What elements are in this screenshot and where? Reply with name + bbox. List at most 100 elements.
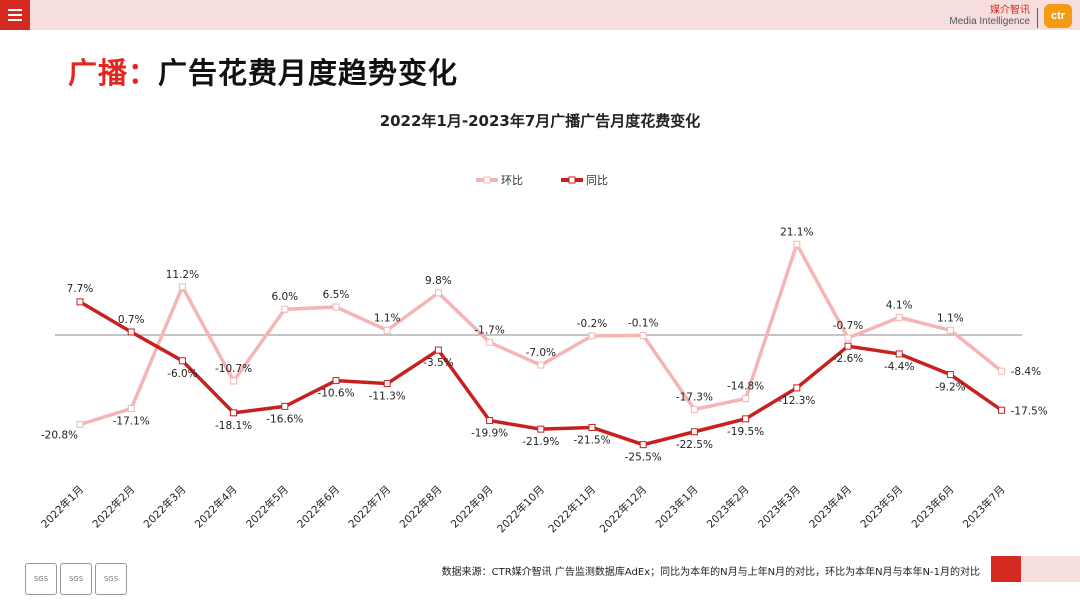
footer-pink-block [1021, 556, 1080, 582]
data-point [281, 305, 289, 313]
data-label: -14.8% [727, 381, 764, 393]
data-label: -3.5% [423, 357, 453, 369]
data-label: -4.4% [884, 361, 914, 373]
legend-label: 环比 [501, 174, 523, 187]
data-label: -19.9% [471, 428, 508, 440]
data-point [639, 441, 647, 449]
x-tick-label: 2023年4月 [806, 483, 854, 531]
data-point [76, 298, 84, 306]
x-tick-label: 2022年2月 [90, 483, 138, 531]
data-point [537, 361, 545, 369]
data-point [690, 428, 698, 436]
x-tick-label: 2022年4月 [192, 483, 240, 531]
legend-marker [483, 176, 491, 184]
source-note: 数据来源：CTR媒介智讯 广告监测数据库AdEx；同比为本年的N月与上年N月的对… [441, 567, 980, 578]
data-point [844, 342, 852, 350]
data-label: -19.5% [727, 426, 764, 438]
data-label: -7.0% [526, 347, 556, 359]
data-label: -11.3% [369, 391, 406, 403]
data-label: -2.6% [833, 353, 863, 365]
line-chart: 环比 同比 -20.8% 7.7% -17.1% 0.7% 11.2% -6.0% -10.7%… [38, 174, 1048, 535]
data-label: -25.5% [625, 452, 662, 464]
data-point [946, 326, 954, 334]
data-label: 6.5% [323, 289, 350, 301]
data-point [895, 313, 903, 321]
data-point [588, 332, 596, 340]
data-label: 0.7% [118, 314, 145, 326]
x-tick-label: 2022年12月 [597, 483, 649, 535]
menu-icon[interactable] [0, 0, 30, 30]
ctr-logo: ctr [1044, 4, 1072, 28]
data-label: -21.9% [522, 436, 559, 448]
data-label: -9.2% [935, 382, 965, 394]
data-label: 11.2% [166, 269, 199, 281]
x-tick-label: 2022年3月 [141, 483, 189, 531]
data-point [76, 420, 84, 428]
data-point [537, 425, 545, 433]
sgs-badge-icon: SGS [60, 563, 92, 595]
data-point [332, 303, 340, 311]
footer-accent-block [991, 556, 1021, 582]
data-point [281, 402, 289, 410]
data-label: -17.5% [1011, 405, 1048, 417]
data-label: -0.1% [628, 317, 658, 329]
data-point [895, 350, 903, 358]
page-title-highlight: 广播： [68, 56, 159, 90]
data-label: -20.8% [41, 429, 78, 441]
data-point [639, 331, 647, 339]
data-point [434, 346, 442, 354]
x-tick-label: 2022年8月 [397, 483, 445, 531]
data-point [998, 406, 1006, 414]
data-point [998, 367, 1006, 375]
data-label: -12.3% [778, 395, 815, 407]
hamburger-icon [8, 9, 22, 21]
data-label: -22.5% [676, 439, 713, 451]
x-tick-label: 2022年7月 [346, 483, 394, 531]
x-tick-label: 2022年6月 [294, 483, 342, 531]
data-point [793, 240, 801, 248]
x-tick-label: 2023年6月 [909, 483, 957, 531]
x-tick-label: 2022年9月 [448, 483, 496, 531]
data-point [742, 415, 750, 423]
data-label: 4.1% [886, 299, 913, 311]
data-point [690, 405, 698, 413]
data-point [332, 377, 340, 385]
data-label: 7.7% [67, 283, 94, 295]
x-tick-label: 2023年7月 [960, 483, 1008, 531]
x-tick-label: 2022年1月 [38, 483, 86, 531]
data-point [486, 417, 494, 425]
data-label: -6.0% [167, 368, 197, 380]
data-point [588, 423, 596, 431]
data-point [946, 371, 954, 379]
data-label: -0.7% [833, 320, 863, 332]
brand-name-en: Media Intelligence [949, 15, 1030, 27]
top-bar [0, 0, 1080, 30]
brand-text: 媒介智讯 Media Intelligence [949, 5, 1030, 27]
certification-badges: SGS SGS SGS [25, 563, 127, 595]
legend-label: 同比 [586, 174, 608, 187]
x-tick-label: 2022年10月 [495, 483, 547, 535]
data-label: -10.7% [215, 363, 252, 375]
x-tick-label: 2022年11月 [546, 483, 598, 535]
data-label: -17.3% [676, 391, 713, 403]
data-point [127, 328, 135, 336]
data-point [127, 405, 135, 413]
data-label: -16.6% [266, 413, 303, 425]
data-point [434, 289, 442, 297]
data-label: 6.0% [271, 291, 298, 303]
page-title: 广播：广告花费月度趋势变化 [68, 50, 458, 92]
data-label: -18.1% [215, 420, 252, 432]
x-tick-label: 2023年1月 [653, 483, 701, 531]
data-label: -0.2% [577, 318, 607, 330]
data-point [230, 377, 238, 385]
data-point [383, 326, 391, 334]
data-label: -17.1% [113, 416, 150, 428]
x-tick-label: 2023年3月 [755, 483, 803, 531]
sgs-badge-icon: SGS [25, 563, 57, 595]
data-label: 9.8% [425, 275, 452, 287]
x-tick-label: 2023年2月 [704, 483, 752, 531]
data-label: -10.6% [317, 388, 354, 400]
x-tick-label: 2023年5月 [858, 483, 906, 531]
brand-divider [1037, 8, 1038, 28]
data-point [742, 395, 750, 403]
